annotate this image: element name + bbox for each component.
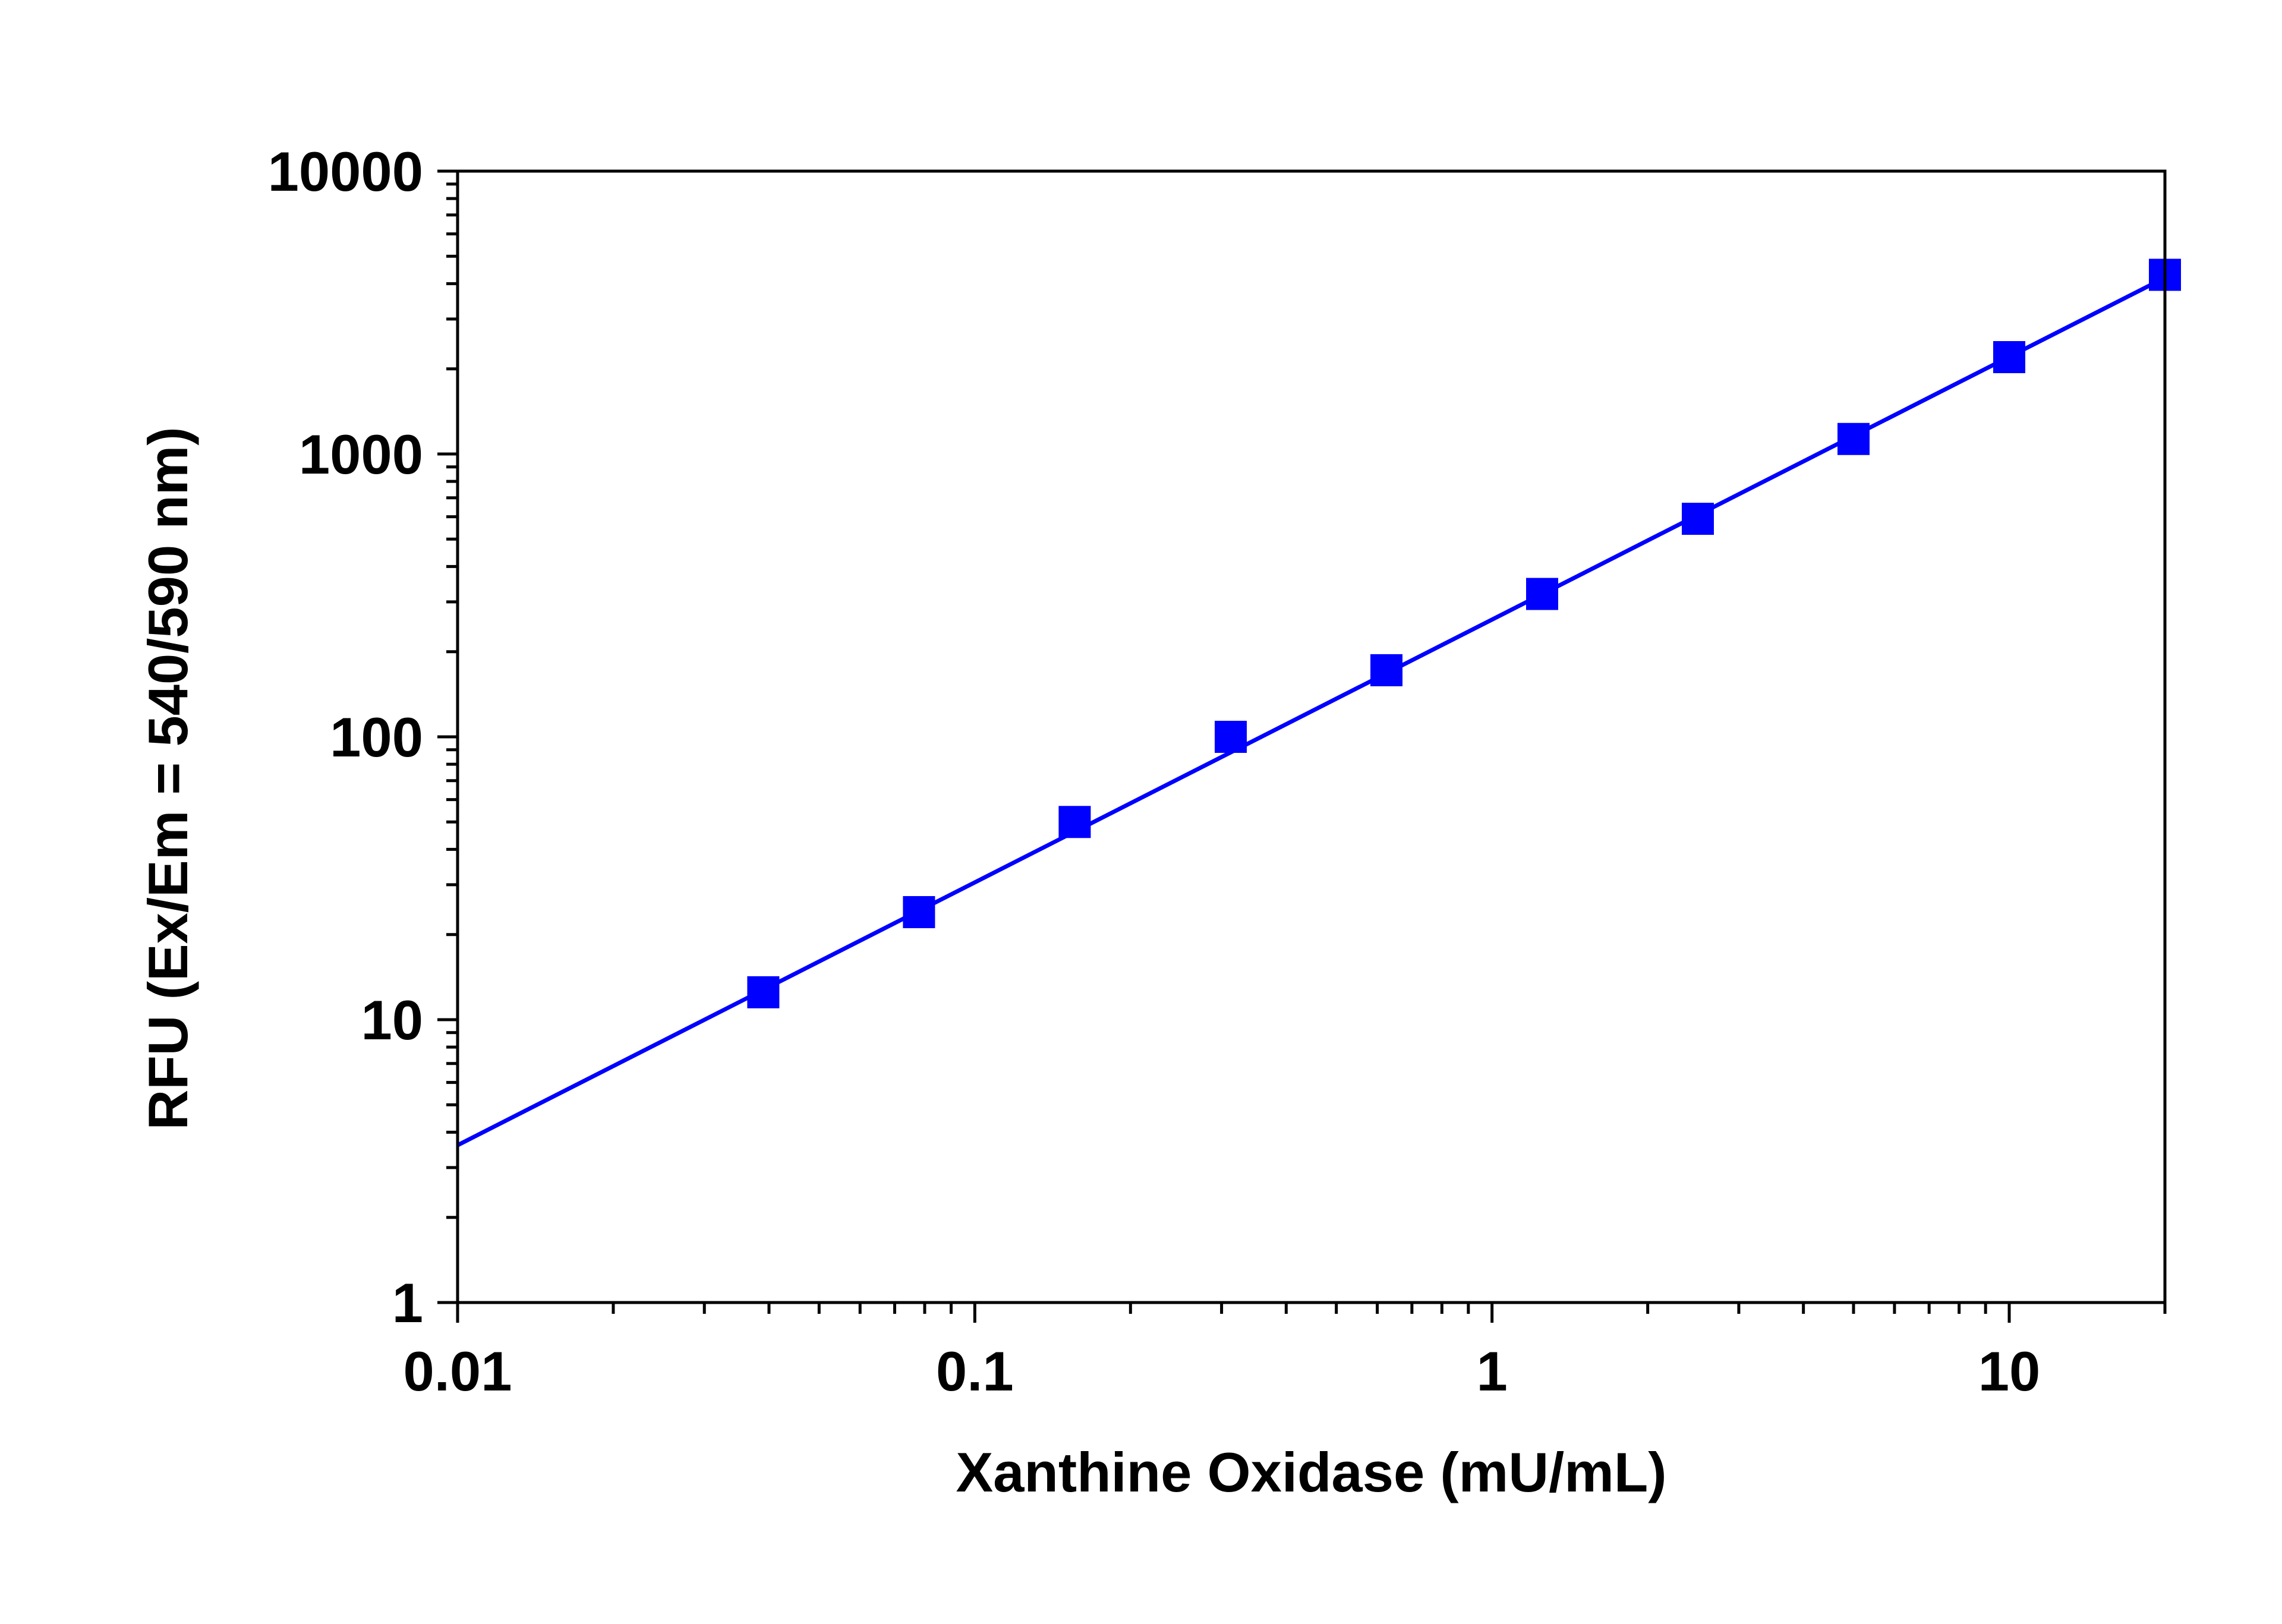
data-point (1526, 578, 1559, 610)
x-axis-title: Xanthine Oxidase (mU/mL) (956, 1441, 1666, 1503)
fit-line (456, 276, 2166, 1147)
x-tick-label: 1 (1477, 1340, 1508, 1402)
data-point (1215, 721, 1247, 753)
data-point (1058, 806, 1091, 838)
x-tick-label: 0.1 (936, 1340, 1014, 1402)
y-tick-labels: 1 10 100 1000 10000 (268, 140, 423, 1334)
major-ticks (437, 169, 2011, 1323)
data-point (1993, 341, 2026, 374)
y-axis-title: RFU (Ex/Em = 540/590 nm) (137, 427, 199, 1130)
plot-frame (456, 169, 2167, 1304)
data-point (1682, 503, 1714, 535)
y-tick-label: 10000 (268, 140, 423, 203)
y-tick-label: 1000 (299, 423, 423, 485)
y-tick-label: 100 (330, 706, 423, 768)
x-tick-label: 0.01 (404, 1340, 512, 1402)
data-point (1370, 654, 1403, 686)
minor-ticks (446, 182, 2167, 1314)
data-points-layer (747, 258, 2181, 1008)
y-tick-label: 10 (361, 989, 423, 1051)
x-tick-labels: 0.01 0.1 1 10 (404, 1340, 2041, 1402)
data-point (747, 976, 780, 1008)
fit-line-layer (456, 276, 2166, 1147)
y-tick-label: 1 (392, 1272, 423, 1334)
data-point (1837, 422, 1870, 455)
x-tick-label: 10 (1978, 1340, 2041, 1402)
data-point (903, 896, 935, 929)
